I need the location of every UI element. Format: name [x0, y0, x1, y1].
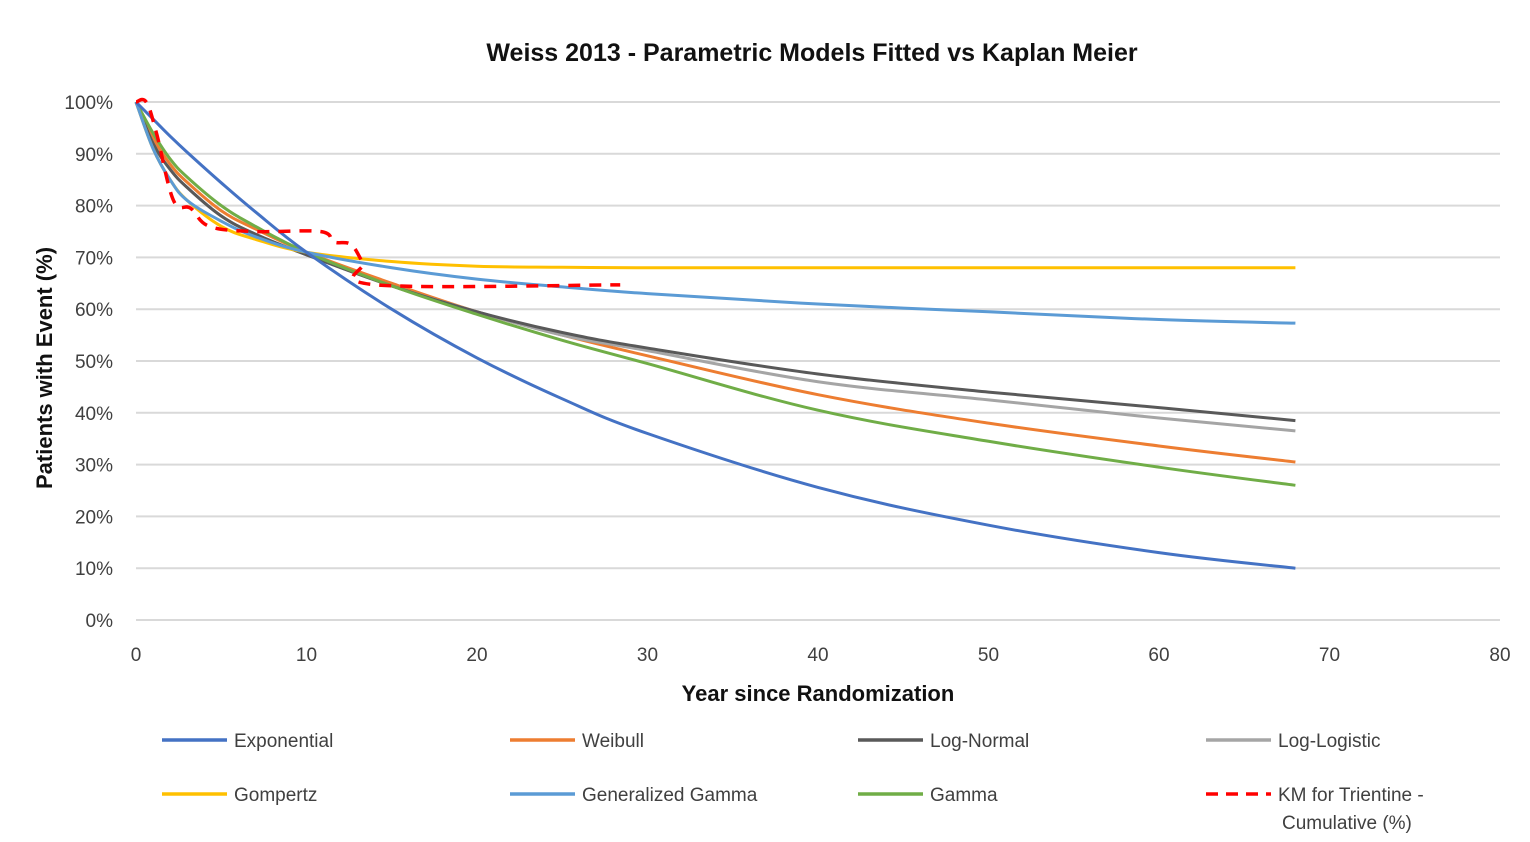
- series-line-gamma: [134, 101, 1296, 487]
- y-tick-label: 10%: [75, 559, 113, 580]
- y-tick-label: 100%: [64, 93, 113, 114]
- series-line-exponential: [134, 100, 1296, 570]
- series-line-km: [135, 97, 621, 289]
- legend-label: Log-Normal: [930, 731, 1029, 752]
- legend-item: Gamma: [858, 785, 998, 806]
- y-axis-label: Patients with Event (%): [32, 247, 57, 489]
- x-tick-label: 40: [807, 645, 828, 666]
- legend-item: Log-Normal: [858, 731, 1029, 752]
- legend-item: Weibull: [510, 731, 644, 752]
- x-axis-label: Year since Randomization: [682, 681, 955, 706]
- y-tick-label: 50%: [75, 352, 113, 373]
- x-tick-label: 70: [1319, 645, 1340, 666]
- series-line-generalized-gamma: [134, 101, 1296, 325]
- gridlines: [136, 101, 1500, 621]
- legend-label: Gompertz: [234, 785, 317, 806]
- x-tick-label: 20: [466, 645, 487, 666]
- y-tick-label: 60%: [75, 300, 113, 321]
- series-line-log-normal: [134, 101, 1296, 423]
- series-line-gompertz: [134, 101, 1296, 270]
- legend: Exponential Weibull Log-Normal Log-Logistic…: [162, 731, 1424, 834]
- legend-item: Exponential: [162, 731, 333, 752]
- y-tick-label: 0%: [86, 611, 114, 632]
- legend-label: Weibull: [582, 731, 644, 752]
- legend-label: Exponential: [234, 731, 333, 752]
- legend-item: KM for Trientine -Cumulative (%): [1206, 785, 1424, 834]
- y-tick-label: 80%: [75, 197, 113, 218]
- series-line-weibull: [134, 101, 1296, 464]
- y-tick-label: 70%: [75, 248, 113, 269]
- y-tick-label: 90%: [75, 145, 113, 166]
- y-tick-label: 20%: [75, 507, 113, 528]
- x-tick-label: 30: [637, 645, 658, 666]
- chart-title: Weiss 2013 - Parametric Models Fitted vs…: [486, 39, 1137, 67]
- x-tick-label: 10: [296, 645, 317, 666]
- series-lines: [134, 97, 1296, 570]
- legend-item: Generalized Gamma: [510, 785, 758, 806]
- y-tick-label: 40%: [75, 404, 113, 425]
- legend-label: KM for Trientine -Cumulative (%): [1278, 785, 1424, 834]
- legend-label: Gamma: [930, 785, 998, 806]
- x-tick-label: 50: [978, 645, 999, 666]
- y-tick-label: 30%: [75, 456, 113, 477]
- x-axis-ticks: 0 10 20 30 40 50 60 70 80: [131, 645, 1511, 666]
- y-axis-ticks: 0% 10% 20% 30% 40% 50% 60% 70% 80% 90% 100%: [64, 93, 113, 632]
- legend-label: Log-Logistic: [1278, 731, 1380, 752]
- x-tick-label: 80: [1489, 645, 1510, 666]
- legend-item: Gompertz: [162, 785, 317, 806]
- x-tick-label: 0: [131, 645, 142, 666]
- legend-item: Log-Logistic: [1206, 731, 1380, 752]
- legend-label: Generalized Gamma: [582, 785, 758, 806]
- x-tick-label: 60: [1148, 645, 1169, 666]
